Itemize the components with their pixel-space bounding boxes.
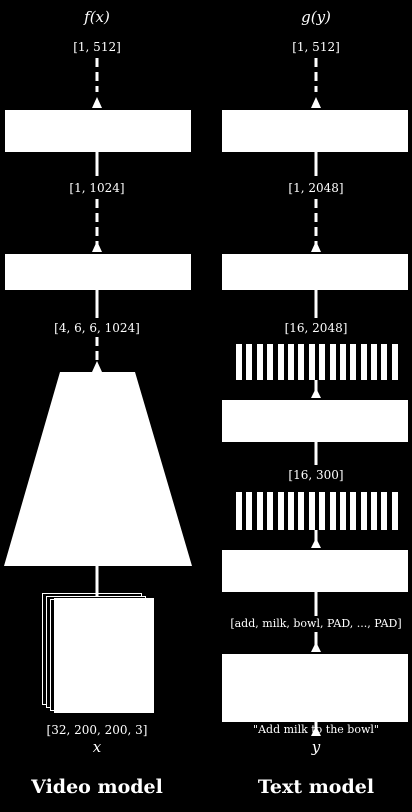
video-input-shape: [32, 200, 200, 3] — [46, 723, 148, 737]
text-conv-shape: [16, 2048] — [284, 321, 348, 335]
text-embedding-layer — [222, 550, 408, 592]
text-model-title: Text model — [257, 776, 375, 798]
video-encoder-trapezoid — [4, 372, 192, 566]
text-input-sentence: "Add milk to the bowl" — [253, 723, 379, 736]
text-projection-layer-2 — [222, 110, 408, 152]
video-output-function: f(x) — [84, 8, 110, 26]
text-output-function: g(y) — [301, 8, 331, 26]
video-model-title: Video model — [31, 776, 163, 798]
text-input-variable: y — [311, 738, 321, 756]
text-embedding-stripes — [236, 492, 398, 530]
text-embed-shape: [16, 300] — [288, 468, 344, 482]
video-mid-shape: [1, 1024] — [69, 181, 125, 195]
video-projection-layer-2 — [5, 110, 191, 152]
text-mid-shape: [1, 2048] — [288, 181, 344, 195]
text-tokenizer — [222, 654, 408, 722]
video-encoder-shape: [4, 6, 6, 1024] — [54, 321, 140, 335]
text-conv-layer — [222, 400, 408, 442]
text-projection-layer-1 — [222, 254, 408, 290]
text-output-shape: [1, 512] — [292, 40, 340, 54]
video-input-variable: x — [92, 738, 102, 756]
video-projection-layer-1 — [5, 254, 191, 290]
text-conv-feature-stripes — [236, 344, 398, 380]
video-output-shape: [1, 512] — [73, 40, 121, 54]
text-token-list: [add, milk, bowl, PAD, ..., PAD] — [230, 617, 402, 630]
